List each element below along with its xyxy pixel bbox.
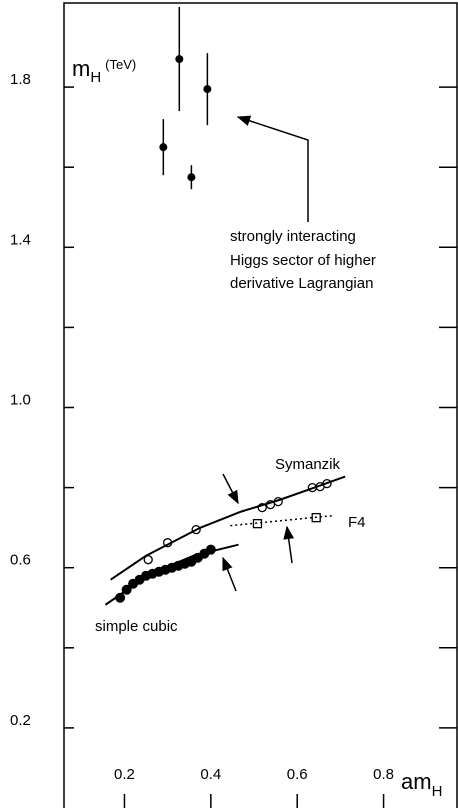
annotation: derivative Lagrangian	[230, 275, 373, 292]
x-label-symbol: am	[401, 769, 432, 794]
y-tick-label: 0.2	[10, 712, 31, 729]
y-tick-label: 0.6	[10, 552, 31, 569]
plot-frame	[63, 2, 458, 808]
x-tick-label: 0.4	[200, 766, 221, 783]
y-tick-label: 1.0	[10, 391, 31, 408]
annotation: F4	[348, 514, 366, 531]
y-tick-label: 1.8	[10, 71, 31, 88]
x-tick-label: 0.6	[287, 766, 308, 783]
annotation: strongly interacting	[230, 228, 356, 245]
x-label-subscript: H	[432, 783, 443, 800]
y-label-symbol: m	[72, 56, 90, 81]
arrow	[222, 473, 239, 505]
y-tick-label: 1.4	[10, 231, 31, 248]
arrow	[236, 115, 309, 222]
x-axis-label: amH	[401, 769, 442, 800]
y-label-subscript: H	[90, 69, 101, 86]
annotation: Symanzik	[275, 456, 341, 473]
point	[252, 518, 263, 529]
y-axis-label: mH (TeV)	[72, 56, 136, 86]
point	[175, 55, 184, 64]
y-label-unit: (TeV)	[105, 57, 136, 72]
x-tick-label: 0.2	[114, 766, 135, 783]
annotation: Higgs sector of higher	[230, 252, 376, 269]
x-tick-label: 0.8	[373, 766, 394, 783]
point	[187, 173, 196, 182]
annotation: simple cubic	[95, 618, 178, 635]
arrow	[283, 525, 295, 564]
curve	[110, 475, 346, 581]
point	[203, 85, 212, 94]
arrow	[222, 556, 237, 592]
curve	[230, 514, 334, 527]
curve	[104, 543, 239, 606]
point	[159, 143, 168, 152]
